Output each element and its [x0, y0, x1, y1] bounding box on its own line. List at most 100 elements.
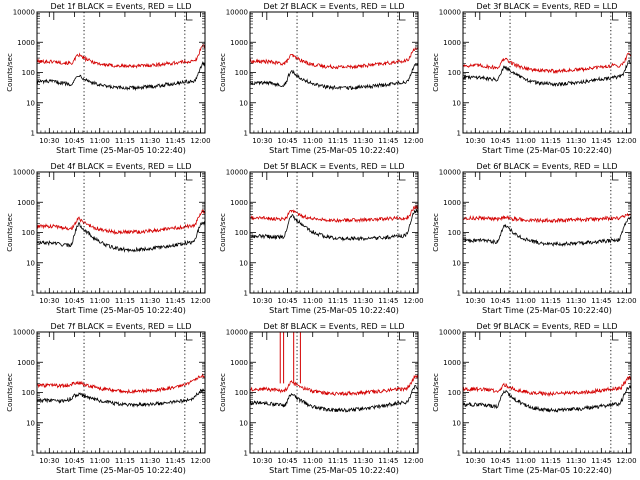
- x-tick-label: 10:30: [252, 137, 272, 145]
- x-axis-label: Start Time (25-Mar-05 10:22:40): [269, 466, 399, 475]
- y-axis-label: Counts/sec: [6, 53, 14, 92]
- x-tick-label: 11:15: [328, 137, 348, 145]
- plot-frame: [462, 11, 632, 134]
- chart-title: Det 2f BLACK = Events, RED = LLD: [263, 2, 404, 11]
- plot-frame: [462, 331, 632, 454]
- x-tick-label: 11:45: [591, 297, 611, 305]
- lld-series-line: [37, 372, 205, 395]
- chart-panel: 1 10 100 1000 10000 10:30 10:45 11:00 11:15 11:30…: [219, 2, 424, 155]
- x-tick-label: 11:00: [303, 297, 323, 305]
- plot-frame: [249, 171, 419, 294]
- x-tick-label: 10:45: [64, 297, 84, 305]
- y-tick-label: 1: [31, 450, 35, 458]
- y-tick-label: 10: [452, 99, 461, 107]
- x-tick-label: 11:45: [165, 137, 185, 145]
- events-series-line: [463, 216, 631, 247]
- lld-series-line: [37, 44, 205, 69]
- x-tick-label: 10:45: [64, 457, 84, 465]
- events-series-line: [463, 59, 631, 88]
- x-tick-label: 10:30: [465, 297, 485, 305]
- x-tick-label: 10:30: [465, 457, 485, 465]
- x-tick-label: 12:00: [190, 457, 210, 465]
- chart-title: Det 3f BLACK = Events, RED = LLD: [476, 2, 617, 11]
- plot-frame: [36, 11, 206, 134]
- x-axis-label: Start Time (25-Mar-05 10:22:40): [56, 306, 186, 315]
- y-axis-label: Counts/sec: [219, 53, 227, 92]
- y-axis-label: Counts/sec: [6, 213, 14, 252]
- y-tick-label: 10000: [439, 329, 461, 337]
- x-tick-label: 11:30: [566, 297, 586, 305]
- interval-bracket: [53, 331, 60, 340]
- y-axis-label: Counts/sec: [219, 213, 227, 252]
- trace-group: [463, 375, 631, 413]
- x-tick-label: 11:30: [140, 457, 160, 465]
- x-tick-label: 10:45: [277, 297, 297, 305]
- chart-title: Det 6f BLACK = Events, RED = LLD: [476, 162, 617, 171]
- trace-group: [37, 372, 205, 408]
- interval-bracket: [399, 11, 406, 21]
- x-axis-label: Start Time (25-Mar-05 10:22:40): [56, 146, 186, 155]
- lld-series-line: [37, 208, 205, 235]
- x-tick-label: 12:00: [403, 137, 423, 145]
- x-tick-label: 12:00: [403, 297, 423, 305]
- x-tick-label: 11:15: [115, 457, 135, 465]
- chart-title: Det 9f BLACK = Events, RED = LLD: [476, 322, 617, 331]
- y-tick-label: 100: [235, 389, 248, 397]
- x-tick-label: 12:00: [616, 297, 636, 305]
- x-tick-label: 11:30: [353, 137, 373, 145]
- trace-group: [463, 52, 631, 88]
- interval-bracket: [612, 331, 619, 341]
- chart-panel: 1 10 100 1000 10000 10:30 10:45 11:00 11:15 11:30…: [6, 322, 211, 475]
- lld-series-line: [463, 212, 631, 224]
- y-tick-label: 10: [239, 419, 248, 427]
- trace-group: [463, 212, 631, 247]
- x-tick-label: 11:30: [140, 297, 160, 305]
- events-series-line: [37, 221, 205, 253]
- y-tick-label: 1000: [443, 359, 461, 367]
- x-tick-label: 11:45: [591, 457, 611, 465]
- y-tick-label: 100: [448, 69, 461, 77]
- y-tick-label: 100: [235, 69, 248, 77]
- interval-bracket: [399, 171, 406, 181]
- x-tick-label: 10:30: [252, 297, 272, 305]
- y-tick-label: 1: [457, 130, 461, 138]
- plot-frame: [249, 331, 419, 454]
- y-tick-label: 1: [244, 290, 248, 298]
- x-tick-label: 11:00: [516, 297, 536, 305]
- y-tick-label: 10000: [226, 9, 248, 17]
- x-axis-label: Start Time (25-Mar-05 10:22:40): [482, 306, 612, 315]
- x-tick-label: 11:30: [566, 457, 586, 465]
- x-tick-label: 11:15: [115, 297, 135, 305]
- x-tick-label: 11:45: [591, 137, 611, 145]
- x-tick-label: 10:30: [252, 457, 272, 465]
- x-tick-label: 11:00: [303, 137, 323, 145]
- trace-group: [37, 208, 205, 253]
- interval-bracket: [186, 11, 193, 21]
- x-tick-label: 11:30: [140, 137, 160, 145]
- interval-bracket: [612, 171, 619, 181]
- y-tick-label: 1: [457, 290, 461, 298]
- y-axis-label: Counts/sec: [219, 373, 227, 412]
- x-tick-label: 11:30: [566, 137, 586, 145]
- interval-bracket: [479, 331, 486, 340]
- trace-group: [250, 332, 418, 413]
- x-tick-label: 11:45: [165, 297, 185, 305]
- y-tick-label: 1000: [17, 359, 35, 367]
- x-tick-label: 12:00: [403, 457, 423, 465]
- interval-bracket: [266, 11, 273, 20]
- lld-series-line: [463, 375, 631, 397]
- events-series-line: [463, 384, 631, 413]
- x-tick-label: 10:30: [465, 137, 485, 145]
- y-axis-label: Counts/sec: [432, 213, 440, 252]
- y-tick-label: 10: [26, 99, 35, 107]
- chart-panel: 1 10 100 1000 10000 10:30 10:45 11:00 11:15 11:30…: [219, 322, 424, 475]
- events-series-line: [250, 63, 418, 91]
- y-axis-label: Counts/sec: [6, 373, 14, 412]
- chart-title: Det 8f BLACK = Events, RED = LLD: [263, 322, 404, 331]
- y-tick-label: 1000: [443, 39, 461, 47]
- x-tick-label: 10:45: [277, 137, 297, 145]
- x-axis-label: Start Time (25-Mar-05 10:22:40): [56, 466, 186, 475]
- y-tick-label: 1000: [443, 199, 461, 207]
- x-tick-label: 12:00: [190, 137, 210, 145]
- y-tick-label: 10: [26, 259, 35, 267]
